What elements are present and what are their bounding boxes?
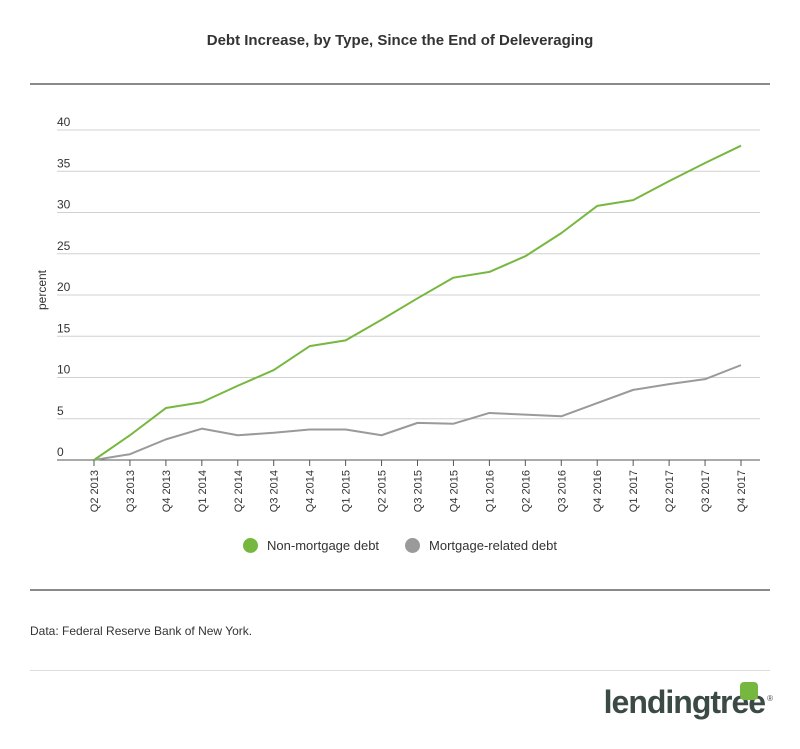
legend-item-mortgage: Mortgage-related debt [405, 538, 557, 553]
source-note: Data: Federal Reserve Bank of New York. [30, 624, 253, 638]
legend-item-non-mortgage: Non-mortgage debt [243, 538, 379, 553]
y-tick-label: 20 [57, 280, 71, 294]
legend-label-mortgage: Mortgage-related debt [429, 538, 557, 553]
x-tick-label: Q2 2014 [233, 470, 245, 512]
lendingtree-logo: lendingtree ® [603, 682, 773, 721]
x-tick-label: Q1 2015 [341, 470, 353, 512]
x-tick-label: Q2 2016 [520, 470, 532, 512]
legend: Non-mortgage debt Mortgage-related debt [0, 538, 800, 553]
x-tick-label: Q2 2015 [377, 470, 389, 512]
x-tick-label: Q1 2017 [628, 470, 640, 512]
y-tick-label: 30 [57, 198, 71, 212]
logo-leaf-icon [740, 682, 758, 700]
chart-title: Debt Increase, by Type, Since the End of… [206, 32, 594, 49]
bottom-divider [30, 589, 770, 591]
y-tick-label: 10 [57, 363, 71, 377]
x-tick-label: Q4 2016 [592, 470, 604, 512]
series-mortgage-related-debtline [93, 364, 742, 461]
logo-text: lendingtree [603, 684, 766, 720]
x-tick-label: Q1 2014 [197, 470, 209, 512]
line-chart: 0 5 10 15 20 25 30 35 40 Q2 2013 Q3 2013 Q4 2013 Q1 … [35, 115, 760, 512]
legend-label-non-mortgage: Non-mortgage debt [267, 538, 380, 553]
x-tick-label: Q4 2015 [448, 470, 460, 512]
x-tick-label: Q4 2014 [305, 470, 317, 512]
top-divider [30, 83, 770, 85]
x-tick-label: Q3 2014 [269, 470, 281, 512]
y-tick-label: 25 [57, 239, 71, 253]
x-tick-label: Q3 2013 [125, 470, 137, 512]
x-tick-label: Q1 2016 [484, 470, 496, 512]
y-axis-label: percent [35, 269, 49, 310]
y-tick-label: 40 [57, 115, 71, 129]
x-tick-label: Q3 2016 [556, 470, 568, 512]
logo-registered: ® [767, 694, 773, 704]
x-tick-label: Q3 2015 [413, 470, 425, 512]
legend-swatch-non-mortgage [243, 538, 259, 553]
x-tick-label: Q4 2017 [736, 470, 748, 512]
y-tick-label: 15 [57, 321, 71, 335]
x-tick-label: Q2 2017 [664, 470, 676, 512]
series-non-mortgage-debtline [93, 144, 742, 461]
y-tick-label: 0 [57, 445, 64, 459]
x-tick-label: Q3 2017 [700, 470, 712, 512]
x-tick-label: Q2 2013 [89, 470, 101, 512]
legend-swatch-mortgage [405, 538, 421, 553]
y-tick-label: 35 [57, 156, 71, 170]
x-tick-label: Q4 2013 [161, 470, 173, 512]
y-tick-label: 5 [57, 404, 64, 418]
footer-divider [30, 670, 770, 671]
